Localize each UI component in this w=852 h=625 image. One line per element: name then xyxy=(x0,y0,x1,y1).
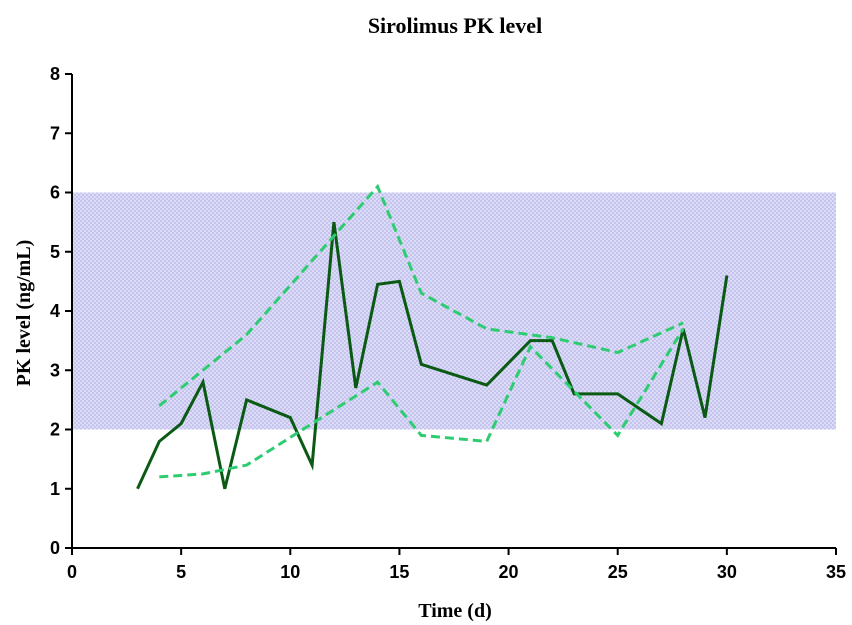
x-tick-label: 25 xyxy=(608,562,628,582)
x-tick-label: 0 xyxy=(67,562,77,582)
y-axis-label: PK level (ng/mL) xyxy=(13,240,35,387)
series-line-3 xyxy=(159,328,685,479)
y-tick-label: 1 xyxy=(50,479,60,499)
x-axis: 0 5 10 15 20 25 30 35 xyxy=(67,547,846,582)
x-tick-label: 30 xyxy=(717,562,737,582)
y-tick-label: 7 xyxy=(50,123,60,143)
y-tick-label: 4 xyxy=(50,301,60,321)
x-tick-label: 5 xyxy=(176,562,186,582)
y-axis: 0 1 2 3 4 5 6 7 8 xyxy=(50,64,73,558)
y-tick-label: 6 xyxy=(50,183,60,203)
x-tick-label: 20 xyxy=(499,562,519,582)
y-tick-label: 3 xyxy=(50,360,60,380)
series-layer xyxy=(136,183,729,490)
series-line-1 xyxy=(136,221,729,490)
y-tick-label: 0 xyxy=(50,538,60,558)
series-line-2 xyxy=(158,183,684,407)
chart-title: Sirolimus PK level xyxy=(368,13,542,38)
y-tick-label: 2 xyxy=(50,420,60,440)
x-axis-label: Time (d) xyxy=(418,600,492,622)
x-tick-label: 10 xyxy=(280,562,300,582)
y-tick-label: 5 xyxy=(50,242,60,262)
x-tick-label: 15 xyxy=(389,562,409,582)
y-tick-label: 8 xyxy=(50,64,60,84)
x-tick-label: 35 xyxy=(826,562,846,582)
